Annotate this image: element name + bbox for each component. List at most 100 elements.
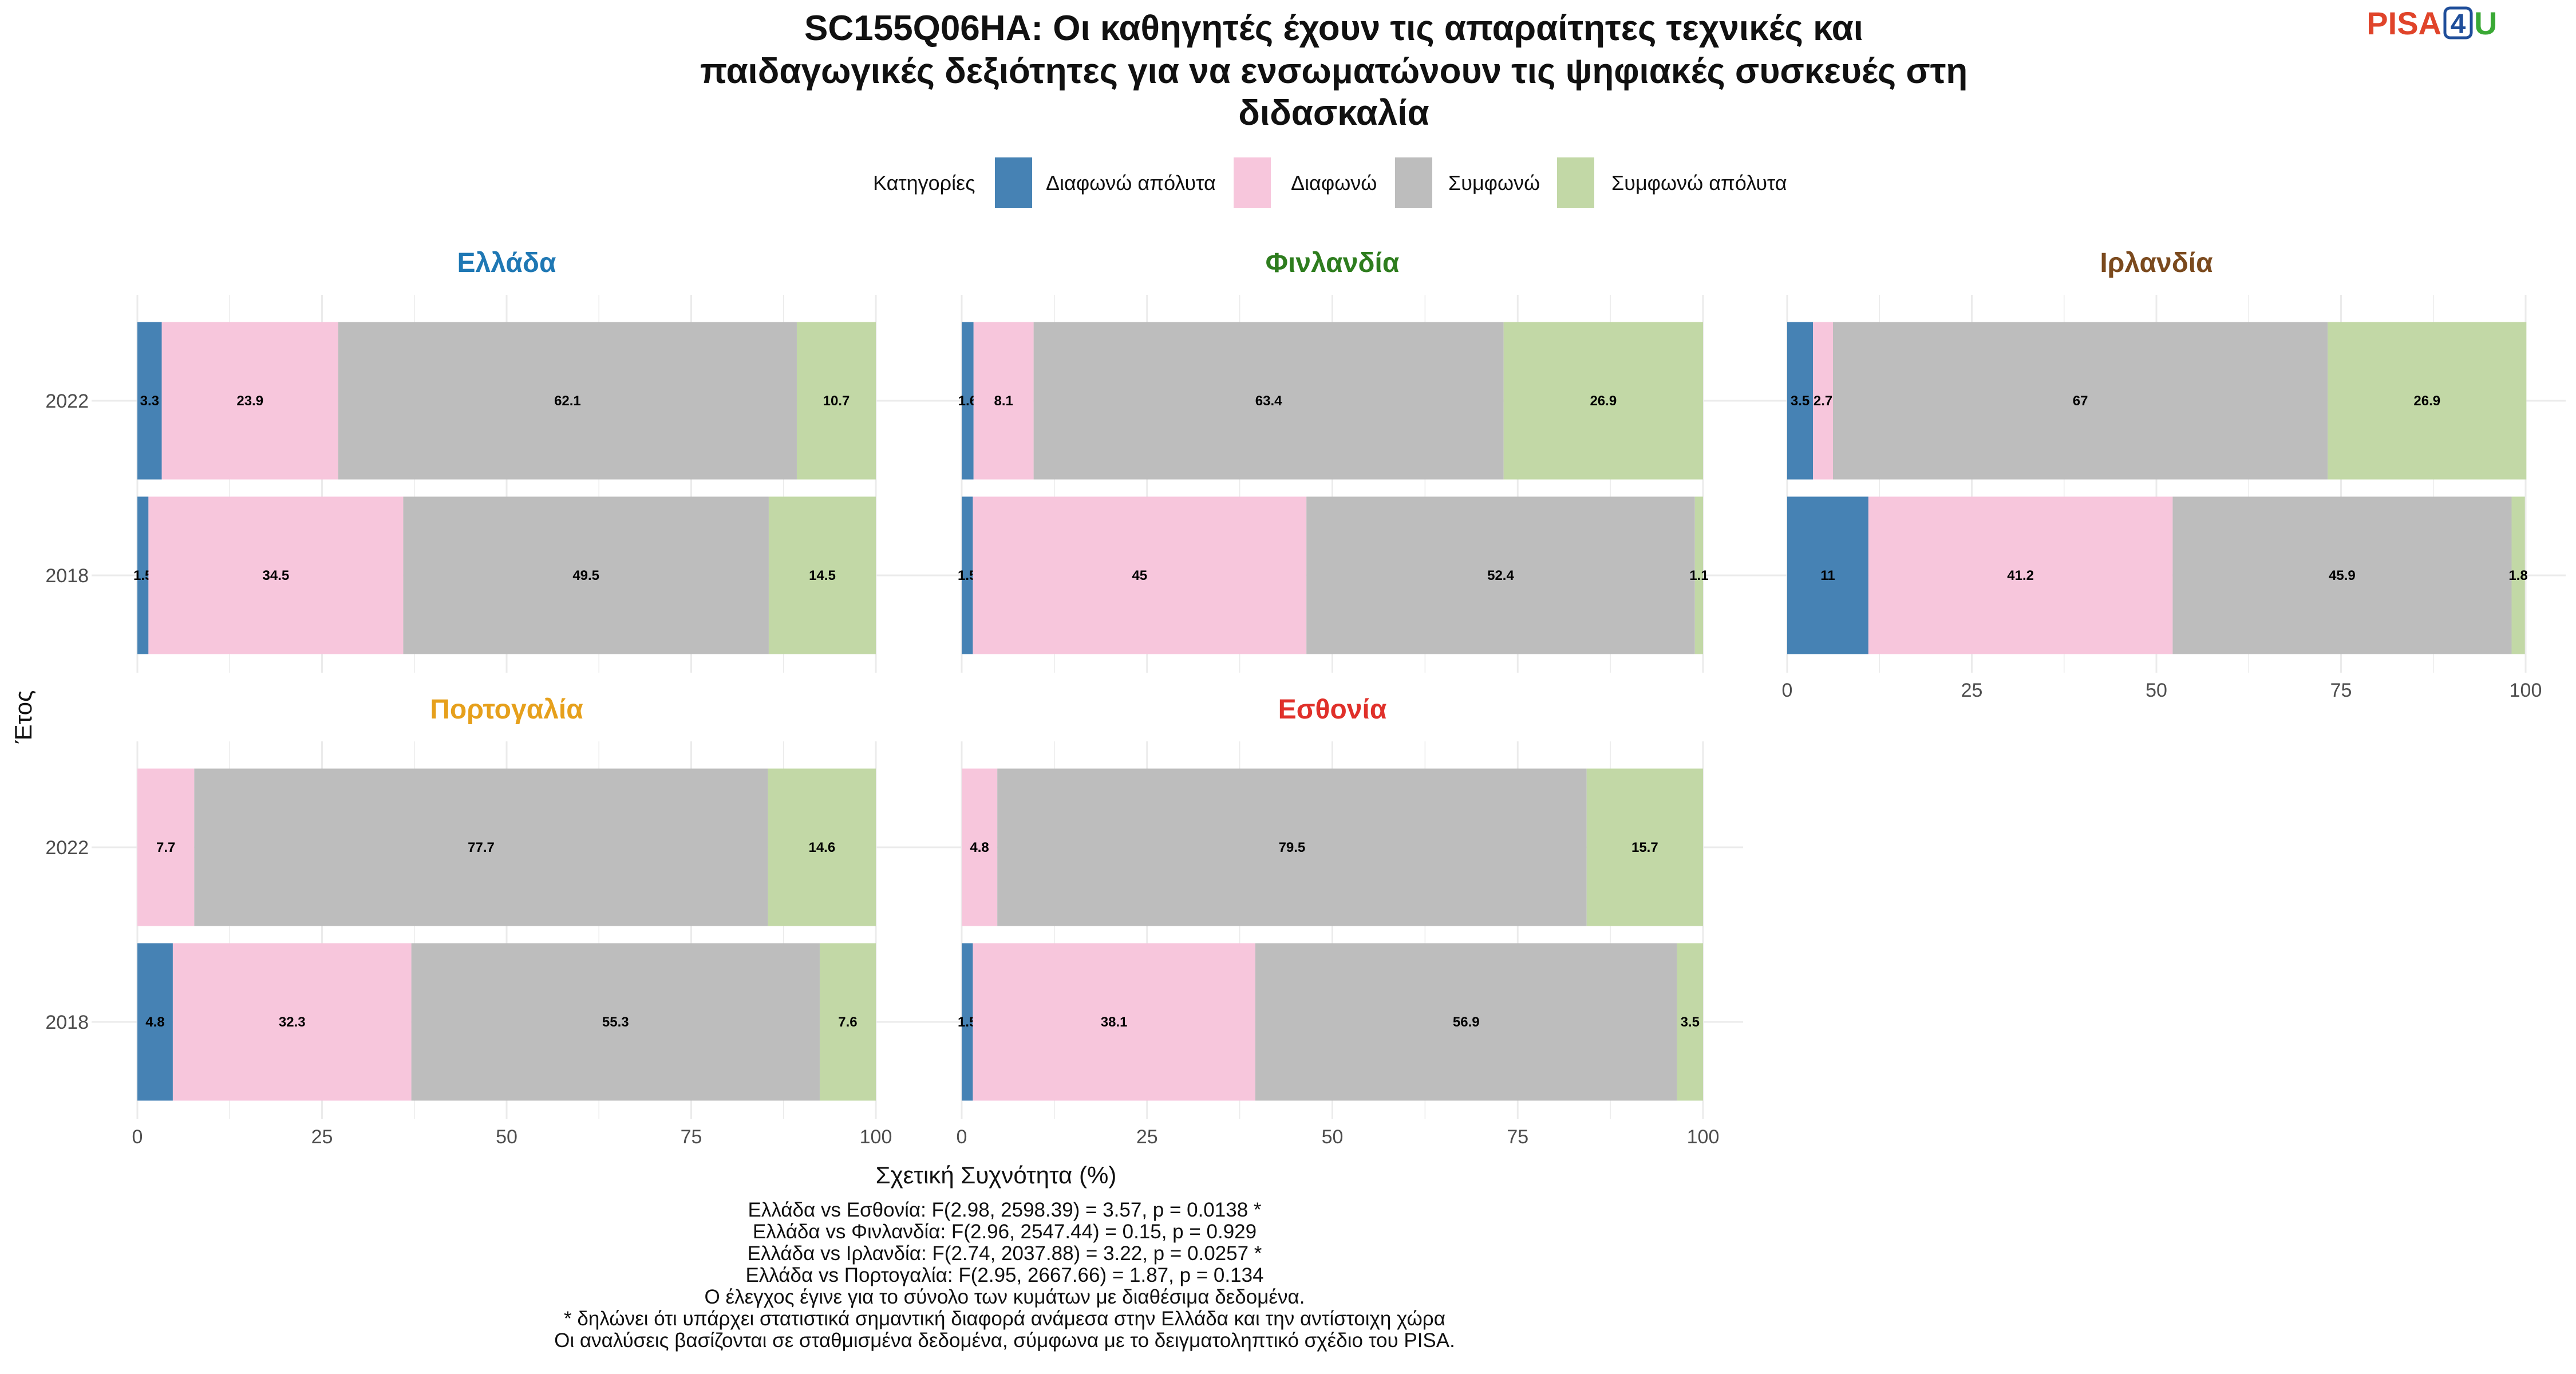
legend-label: Διαφωνώ xyxy=(1291,171,1377,195)
x-tick-label: 75 xyxy=(681,1126,702,1148)
x-tick-label: 100 xyxy=(860,1126,892,1148)
bar-segment xyxy=(962,322,974,480)
bar-segment xyxy=(194,768,768,926)
bar-segment xyxy=(2172,496,2512,654)
bar-value-label: 7.7 xyxy=(156,840,175,855)
bar-value-label: 32.3 xyxy=(279,1014,306,1030)
caption-line: Ο έλεγχος έγινε για το σύνολο των κυμάτω… xyxy=(705,1286,1305,1308)
bar-value-label: 49.5 xyxy=(572,568,599,583)
legend-swatch xyxy=(1557,157,1594,208)
x-tick-label: 100 xyxy=(2510,680,2542,701)
bar-value-label: 52.4 xyxy=(1487,568,1514,583)
bar-segment xyxy=(1832,322,2328,480)
bar-segment xyxy=(1868,496,2173,654)
bar-segment xyxy=(962,496,973,654)
bar-segment xyxy=(338,322,797,480)
legend-label: Συμφωνώ απόλυτα xyxy=(1611,171,1787,195)
logo-text-u: U xyxy=(2474,5,2497,41)
x-axis-title: Σχετική Συχνότητα (%) xyxy=(876,1162,1117,1189)
bar-segment xyxy=(819,943,876,1101)
bar-value-label: 3.5 xyxy=(1681,1014,1700,1030)
bar-segment xyxy=(1813,322,1833,480)
bar-value-label: 2.7 xyxy=(1814,393,1832,409)
bar-segment xyxy=(161,322,338,480)
x-tick-label: 50 xyxy=(1322,1126,1344,1148)
y-tick-label: 2022 xyxy=(45,837,89,859)
x-tick-label: 75 xyxy=(1507,1126,1528,1148)
facet-title: Πορτογαλία xyxy=(430,694,583,725)
bar-value-label: 3.3 xyxy=(140,393,159,409)
bar-value-label: 45 xyxy=(1132,568,1147,583)
bar-value-label: 7.6 xyxy=(838,1014,857,1030)
bar-value-label: 34.5 xyxy=(263,568,290,583)
bar-value-label: 10.7 xyxy=(823,393,850,409)
y-tick-label: 2018 xyxy=(45,1012,89,1033)
caption-line: Ελλάδα vs Εσθονία: F(2.98, 2598.39) = 3.… xyxy=(748,1199,1261,1221)
bar-segment xyxy=(768,768,876,926)
bar-segment xyxy=(411,943,820,1101)
y-axis-title: Έτος xyxy=(10,690,37,744)
bar-value-label: 38.1 xyxy=(1101,1014,1128,1030)
bar-value-label: 55.3 xyxy=(602,1014,629,1030)
bar-value-label: 14.5 xyxy=(809,568,836,583)
bar-segment xyxy=(1787,322,1814,480)
chart-title-line: SC155Q06HA: Οι καθηγητές έχουν τις απαρα… xyxy=(804,9,1863,48)
bar-value-label: 23.9 xyxy=(236,393,263,409)
caption-line: Οι αναλύσεις βασίζονται σε σταθμισμένα δ… xyxy=(554,1329,1455,1352)
bar-value-label: 4.8 xyxy=(970,840,989,855)
bar-value-label: 41.2 xyxy=(2007,568,2034,583)
facet-title: Φινλανδία xyxy=(1266,248,1400,278)
bar-segment xyxy=(403,496,769,654)
bar-value-label: 8.1 xyxy=(994,393,1013,409)
caption-line: Ελλάδα vs Πορτογαλία: F(2.95, 2667.66) =… xyxy=(745,1264,1263,1286)
bar-value-label: 26.9 xyxy=(1590,393,1617,409)
bar-value-label: 62.1 xyxy=(554,393,581,409)
facet-panel: Πορτογαλία 7.7 77.7 14.6 4.8 32.3 55.3 7.6 2022 2… xyxy=(45,694,916,1148)
x-tick-label: 25 xyxy=(1961,680,1983,701)
bar-segment xyxy=(137,322,162,480)
x-tick-label: 25 xyxy=(1136,1126,1158,1148)
caption: Ελλάδα vs Εσθονία: F(2.98, 2598.39) = 3.… xyxy=(554,1199,1455,1352)
bar-value-label: 77.7 xyxy=(468,840,495,855)
bar-value-label: 4.8 xyxy=(145,1014,164,1030)
bar-segment xyxy=(962,768,998,926)
facet-title: Ελλάδα xyxy=(457,248,556,278)
legend: Κατηγορίες Διαφωνώ απόλυτα Διαφωνώ Συμφω… xyxy=(873,157,1787,208)
bar-segment xyxy=(1586,768,1703,926)
caption-line: Ελλάδα vs Ιρλανδία: F(2.74, 2037.88) = 3… xyxy=(748,1242,1262,1265)
bar-segment xyxy=(1255,943,1677,1101)
bar-segment xyxy=(1033,322,1504,480)
bar-segment xyxy=(973,496,1307,654)
legend-title: Κατηγορίες xyxy=(873,171,975,195)
bar-segment xyxy=(2511,496,2525,654)
bar-segment xyxy=(796,322,876,480)
bar-value-label: 67 xyxy=(2073,393,2088,409)
y-tick-label: 2022 xyxy=(45,390,89,412)
bar-value-label: 14.6 xyxy=(808,840,835,855)
x-tick-label: 0 xyxy=(132,1126,143,1148)
bar-value-label: 3.5 xyxy=(1791,393,1809,409)
x-tick-label: 0 xyxy=(1782,680,1793,701)
bar-segment xyxy=(962,943,973,1101)
x-tick-label: 25 xyxy=(311,1126,333,1148)
bar-segment xyxy=(1787,496,1868,654)
bar-segment xyxy=(172,943,412,1101)
bar-value-label: 1.1 xyxy=(1689,568,1708,583)
facet-title: Εσθονία xyxy=(1278,694,1387,725)
chart-title-line: διδασκαλία xyxy=(1238,93,1429,133)
y-tick-label: 2018 xyxy=(45,565,89,587)
bar-value-label: 26.9 xyxy=(2413,393,2440,409)
logo-box xyxy=(2443,6,2473,40)
legend-swatch xyxy=(1395,157,1432,208)
bar-segment xyxy=(1694,496,1703,654)
x-tick-label: 100 xyxy=(1687,1126,1720,1148)
chart-title: SC155Q06HA: Οι καθηγητές έχουν τις απαρα… xyxy=(700,9,1968,133)
bar-segment xyxy=(137,496,149,654)
bar-segment xyxy=(2328,322,2527,480)
logo-text-pisa: PISA xyxy=(2366,5,2441,41)
